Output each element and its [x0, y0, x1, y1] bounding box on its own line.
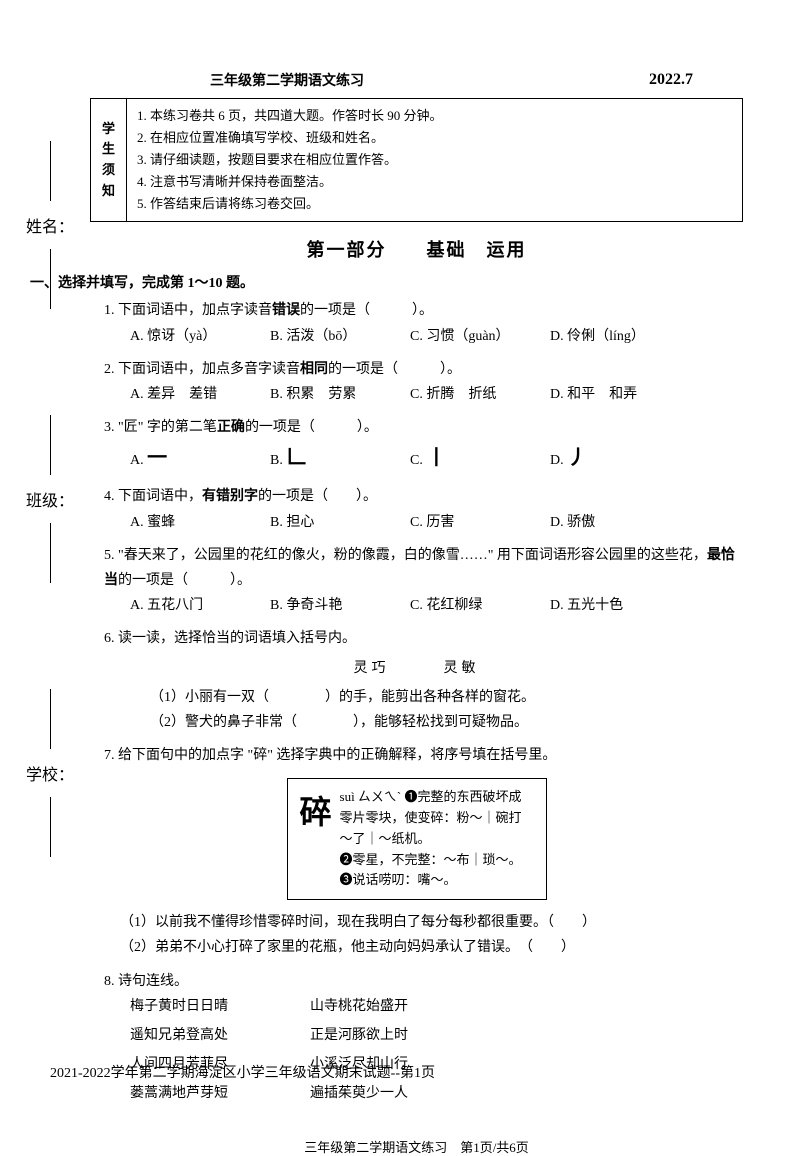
notice-left-label: 学 生 须 知 [91, 99, 127, 221]
q2-opt-b: B. 积累 劳累 [270, 382, 380, 407]
notice-item: 5. 作答结束后请将练习卷交回。 [137, 193, 732, 215]
main-content: 三年级第二学期语文练习 2022.7 学 生 须 知 1. 本练习卷共 6 页，… [90, 0, 743, 1156]
q7-sub2: （2）弟弟不小心打碎了家里的花瓶，他主动向妈妈承认了错误。 （ ） [120, 935, 743, 960]
q3-opt-c: C. 丨 [410, 440, 520, 476]
dict-def3: ❸说话唠叨：嘴～。 [340, 870, 534, 891]
dict-pinyin: suì ㄙㄨㄟˋ [340, 789, 402, 804]
q1-opt-d: D. 伶俐（líng） [550, 324, 660, 349]
poem-row: 梅子黄时日日晴 山寺桃花始盛开 [130, 994, 743, 1019]
question-7: 7. 给下面句中的加点字 "碎" 选择字典中的正确解释，将序号填在括号里。 碎 … [90, 743, 743, 961]
q6-sub1: （1）小丽有一双（ ）的手，能剪出各种各样的窗花。 [150, 685, 743, 710]
notice-item: 4. 注意书写清晰并保持卷面整洁。 [137, 171, 732, 193]
q6-words: 灵巧 灵敏 [90, 656, 743, 681]
question-3: 3. "匠" 字的第二笔正确的一项是（ ）。 A. 一 B. 𠃊 C. 丨 D.… [90, 415, 743, 476]
q4-opt-b: B. 担心 [270, 510, 380, 535]
q1-opt-c: C. 习惯（guàn） [410, 324, 520, 349]
q5-opt-a: A. 五花八门 [130, 593, 240, 618]
side-class: 班级： [26, 407, 74, 615]
question-2: 2. 下面词语中，加点多音字读音相同的一项是（ ）。 A. 差异 差错 B. 积… [90, 357, 743, 407]
page-footer: 三年级第二学期语文练习 第1页/共6页 [90, 1137, 743, 1156]
doc-title: 三年级第二学期语文练习 [210, 70, 364, 90]
side-info-panel: 姓名： 班级： 学校： [30, 0, 70, 1122]
q4-opt-d: D. 骄傲 [550, 510, 660, 535]
notice-list: 1. 本练习卷共 6 页，共四道大题。作答时长 90 分钟。 2. 在相应位置准… [127, 99, 742, 221]
poem-match: 梅子黄时日日晴 山寺桃花始盛开 遥知兄弟登高处 正是河豚欲上时 人间四月芳菲尽 … [130, 994, 743, 1107]
notice-item: 1. 本练习卷共 6 页，共四道大题。作答时长 90 分钟。 [137, 105, 732, 127]
notice-item: 3. 请仔细读题，按题目要求在相应位置作答。 [137, 149, 732, 171]
side-school: 学校： [26, 681, 74, 889]
side-name: 姓名： [26, 133, 74, 341]
main-instruction: 一、选择并填写，完成第 1～10 题。 [30, 272, 743, 292]
notice-item: 2. 在相应位置准确填写学校、班级和姓名。 [137, 127, 732, 149]
q2-opt-a: A. 差异 差错 [130, 382, 240, 407]
question-5: 5. "春天来了，公园里的花红的像火，粉的像霞，白的像雪……" 用下面词语形容公… [90, 543, 743, 619]
q5-opt-b: B. 争奇斗艳 [270, 593, 380, 618]
school-label: 学校： [26, 761, 74, 785]
q3-opt-d: D. 丿 [550, 440, 660, 476]
dict-char: 碎 [300, 787, 332, 891]
q7-sub1: （1）以前我不懂得珍惜零碎时间，现在我明白了每分每秒都很重要。（ ） [120, 910, 743, 935]
dict-def2: ❷零星，不完整：～布｜琐～。 [340, 850, 534, 871]
q5-opt-d: D. 五光十色 [550, 593, 660, 618]
name-label: 姓名： [26, 213, 74, 237]
question-4: 4. 下面词语中，有错别字的一项是（ ）。 A. 蜜蜂 B. 担心 C. 历害 … [90, 484, 743, 534]
section-title: 第一部分 基础 运用 [90, 236, 743, 262]
q1-opt-a: A. 惊讶（yà） [130, 324, 240, 349]
poem-row: 蒌蒿满地芦芽短 遍插茱萸少一人 [130, 1081, 743, 1106]
q5-opt-c: C. 花红柳绿 [410, 593, 520, 618]
question-6: 6. 读一读，选择恰当的词语填入括号内。 灵巧 灵敏 （1）小丽有一双（ ）的手… [90, 626, 743, 735]
notice-box: 学 生 须 知 1. 本练习卷共 6 页，共四道大题。作答时长 90 分钟。 2… [90, 98, 743, 222]
q3-opt-b: B. 𠃊 [270, 440, 380, 476]
question-1: 1. 下面词语中，加点字读音错误的一项是（ ）。 A. 惊讶（yà） B. 活泼… [90, 298, 743, 348]
poem-row: 遥知兄弟登高处 正是河豚欲上时 [130, 1023, 743, 1048]
class-label: 班级： [26, 487, 74, 511]
doc-date: 2022.7 [649, 71, 693, 89]
q3-opt-a: A. 一 [130, 440, 240, 476]
q2-opt-d: D. 和平 和弄 [550, 382, 660, 407]
question-8: 8. 诗句连线。 梅子黄时日日晴 山寺桃花始盛开 遥知兄弟登高处 正是河豚欲上时… [90, 969, 743, 1107]
header-row: 三年级第二学期语文练习 2022.7 [90, 70, 743, 98]
bottom-label: 2021-2022学年第二学期海淀区小学三年级语文期末试题--第1页 [50, 1062, 435, 1082]
q4-opt-c: C. 历害 [410, 510, 520, 535]
q2-opt-c: C. 折腾 折纸 [410, 382, 520, 407]
q4-opt-a: A. 蜜蜂 [130, 510, 240, 535]
q6-sub2: （2）警犬的鼻子非常（ ），能够轻松找到可疑物品。 [150, 710, 743, 735]
q1-opt-b: B. 活泼（bō） [270, 324, 380, 349]
dictionary-box: 碎 suì ㄙㄨㄟˋ ❶完整的东西破坏成零片零块，使变碎：粉～｜碗打～了｜～纸机… [287, 778, 547, 900]
